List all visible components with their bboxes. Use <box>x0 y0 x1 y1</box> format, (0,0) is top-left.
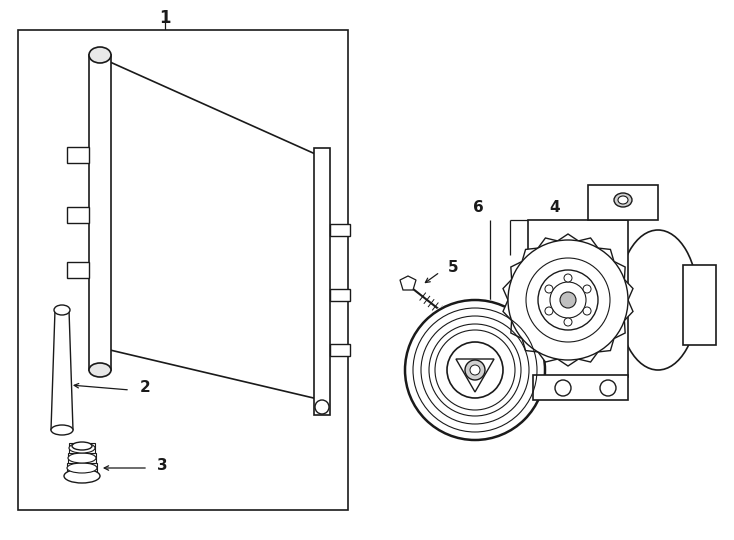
Text: 1: 1 <box>159 9 171 27</box>
Ellipse shape <box>89 47 111 63</box>
Polygon shape <box>330 224 350 236</box>
Polygon shape <box>533 375 628 400</box>
Polygon shape <box>89 55 111 370</box>
Circle shape <box>583 285 591 293</box>
Text: 2: 2 <box>139 381 150 395</box>
Polygon shape <box>503 234 633 366</box>
Ellipse shape <box>67 463 97 473</box>
Ellipse shape <box>69 443 95 453</box>
Polygon shape <box>67 207 89 223</box>
Circle shape <box>560 292 576 308</box>
Polygon shape <box>330 344 350 356</box>
Polygon shape <box>314 148 330 415</box>
Ellipse shape <box>89 363 111 377</box>
Text: 4: 4 <box>550 199 560 214</box>
Ellipse shape <box>618 230 698 370</box>
Polygon shape <box>330 289 350 301</box>
Circle shape <box>564 318 572 326</box>
Polygon shape <box>528 220 628 377</box>
Circle shape <box>564 274 572 282</box>
Polygon shape <box>683 265 716 345</box>
Ellipse shape <box>72 442 92 450</box>
Circle shape <box>508 240 628 360</box>
Polygon shape <box>528 215 693 380</box>
Circle shape <box>545 285 553 293</box>
Polygon shape <box>51 310 73 430</box>
Ellipse shape <box>51 425 73 435</box>
Ellipse shape <box>618 196 628 204</box>
Polygon shape <box>588 185 658 220</box>
Circle shape <box>545 307 553 315</box>
Bar <box>69 443 95 453</box>
Text: 5: 5 <box>448 260 458 275</box>
Ellipse shape <box>64 469 100 483</box>
Circle shape <box>470 365 480 375</box>
Bar <box>67 463 97 473</box>
Polygon shape <box>110 62 322 400</box>
Ellipse shape <box>614 193 632 207</box>
Polygon shape <box>503 320 513 380</box>
Circle shape <box>555 380 571 396</box>
Bar <box>18 30 348 510</box>
Ellipse shape <box>54 305 70 315</box>
Circle shape <box>405 300 545 440</box>
Circle shape <box>526 258 610 342</box>
Polygon shape <box>67 147 89 163</box>
Ellipse shape <box>68 453 96 463</box>
Bar <box>68 453 96 463</box>
Circle shape <box>538 270 598 330</box>
Circle shape <box>447 342 503 398</box>
Text: 6: 6 <box>473 199 484 214</box>
Circle shape <box>550 282 586 318</box>
Circle shape <box>600 380 616 396</box>
Circle shape <box>465 360 485 380</box>
Polygon shape <box>67 262 89 278</box>
Polygon shape <box>400 276 416 290</box>
Text: 3: 3 <box>156 458 167 474</box>
Circle shape <box>403 298 547 442</box>
Circle shape <box>315 400 329 414</box>
Circle shape <box>583 307 591 315</box>
